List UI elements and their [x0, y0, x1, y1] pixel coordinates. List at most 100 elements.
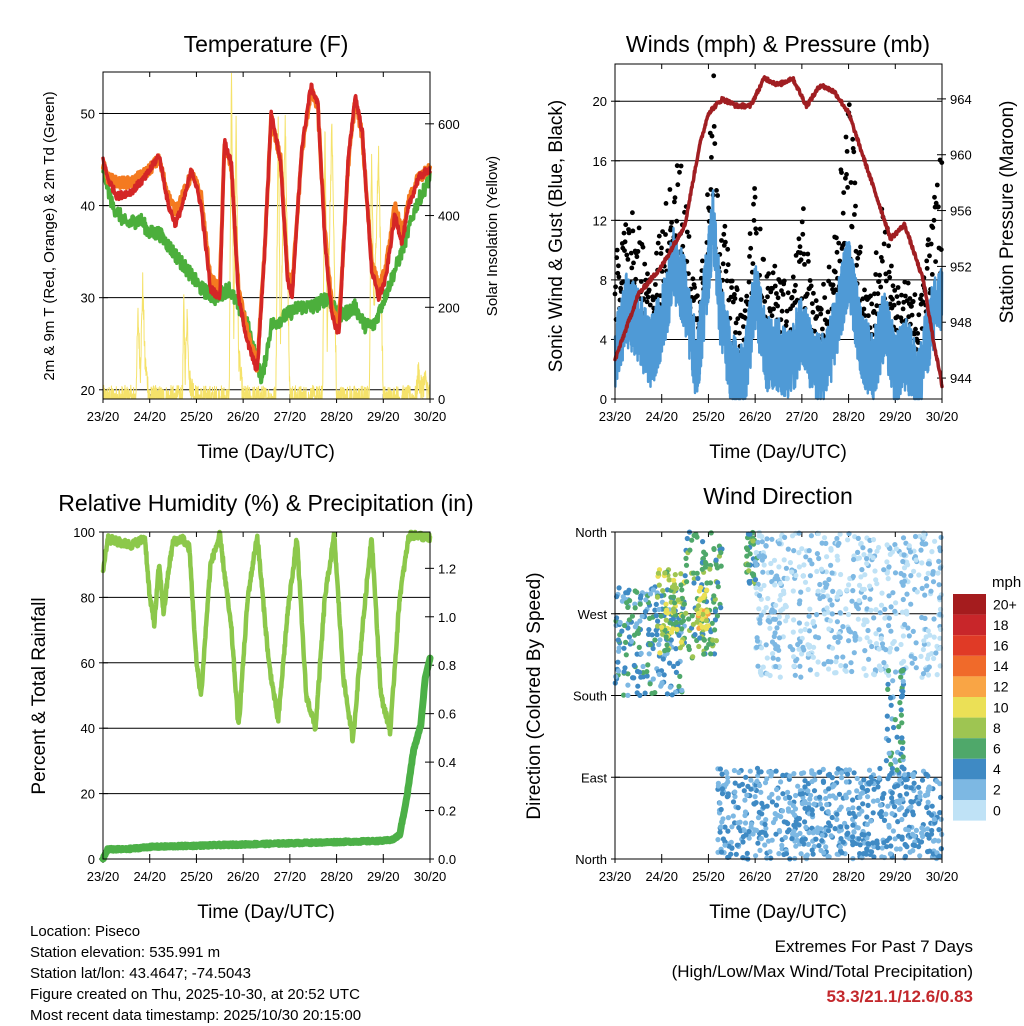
direction-point: [834, 816, 840, 823]
direction-point: [887, 772, 893, 778]
x-tick-label: 23/20: [599, 869, 632, 884]
direction-point: [646, 651, 652, 657]
direction-point: [724, 770, 730, 776]
y2-tick-label: 964: [950, 92, 972, 107]
direction-point: [626, 617, 633, 623]
direction-point: [876, 646, 882, 652]
gust-point: [784, 319, 789, 324]
data-timestamp: Most recent data timestamp: 2025/10/30 2…: [30, 1007, 362, 1024]
direction-point: [851, 829, 857, 835]
direction-point: [925, 849, 931, 855]
direction-point: [846, 789, 852, 796]
y-tick-label: North: [575, 852, 607, 867]
direction-point: [930, 579, 937, 585]
direction-point: [837, 590, 844, 596]
direction-point: [690, 570, 697, 576]
direction-point: [843, 668, 849, 674]
direction-point: [783, 851, 790, 857]
direction-point: [929, 651, 935, 657]
precip-series: [99, 654, 434, 863]
direction-point: [829, 570, 835, 576]
direction-point: [623, 639, 629, 646]
direction-point: [917, 794, 923, 800]
gust-point: [705, 192, 710, 198]
gust-point: [818, 311, 824, 317]
direction-point: [637, 618, 643, 624]
gust-point: [890, 283, 896, 289]
direction-point: [812, 777, 818, 783]
direction-point: [838, 770, 845, 776]
gust-point: [894, 294, 900, 299]
direction-point: [756, 606, 762, 612]
gust-point: [892, 288, 898, 293]
direction-point: [756, 593, 763, 599]
direction-point: [936, 827, 942, 833]
direction-point: [884, 844, 890, 850]
direction-point: [867, 639, 873, 645]
direction-point: [850, 834, 856, 840]
direction-point: [699, 566, 705, 572]
direction-point: [870, 798, 877, 804]
x-tick-label: 28/20: [320, 409, 353, 424]
direction-point: [820, 766, 826, 773]
direction-point: [917, 853, 923, 859]
direction-point: [861, 666, 867, 672]
direction-point: [845, 806, 852, 813]
direction-point: [725, 815, 732, 821]
direction-point: [856, 811, 862, 817]
direction-point: [891, 804, 898, 810]
y-tick-label: 60: [81, 656, 95, 671]
direction-point: [717, 829, 723, 835]
direction-point: [675, 597, 681, 603]
direction-point: [908, 785, 914, 791]
direction-point: [916, 572, 922, 578]
direction-point: [913, 665, 919, 671]
direction-point: [937, 595, 943, 601]
direction-point: [772, 582, 778, 588]
direction-point: [935, 570, 941, 576]
colorbar-label: 4: [993, 761, 1001, 777]
colorbar-label: 10: [993, 699, 1009, 715]
direction-point: [859, 831, 865, 838]
direction-point: [865, 627, 871, 634]
direction-point: [830, 793, 836, 799]
direction-point: [929, 803, 935, 809]
direction-point: [781, 557, 787, 563]
gust-point: [798, 257, 804, 263]
direction-point: [703, 645, 710, 651]
gust-point: [781, 278, 787, 284]
direction-point: [882, 606, 888, 612]
direction-point: [696, 588, 703, 594]
direction-point: [763, 605, 769, 611]
gust-point: [810, 309, 816, 315]
winds-left-ylabel: Sonic Wind & Gust (Blue, Black): [546, 100, 567, 372]
direction-point: [892, 836, 898, 842]
direction-point: [855, 825, 861, 831]
direction-point: [829, 645, 836, 651]
direction-point: [864, 606, 870, 612]
direction-point: [748, 777, 754, 783]
direction-point: [768, 569, 775, 575]
direction-point: [911, 833, 918, 839]
direction-point: [793, 572, 799, 579]
direction-point: [834, 619, 841, 625]
direction-point: [846, 810, 853, 817]
direction-point: [834, 553, 840, 559]
direction-point: [654, 594, 661, 600]
direction-point: [803, 824, 809, 830]
humidity-plot-area: 0 20 40 60 80 100 0.0 0.2 0.4 0.6 0.8 1.0 1.2 23/20 24…: [73, 525, 456, 884]
direction-point: [893, 546, 900, 552]
direction-point: [796, 564, 803, 570]
direction-point: [679, 687, 685, 694]
direction-point: [883, 647, 889, 653]
direction-point: [870, 555, 876, 561]
direction-point: [821, 611, 828, 617]
colorbar-swatch: [953, 800, 986, 821]
direction-point: [850, 797, 856, 803]
direction-point: [876, 627, 882, 633]
direction-point: [873, 641, 880, 647]
direction-point: [892, 608, 898, 614]
gust-point: [852, 180, 858, 186]
direction-point: [838, 571, 844, 578]
direction-point: [805, 841, 812, 848]
